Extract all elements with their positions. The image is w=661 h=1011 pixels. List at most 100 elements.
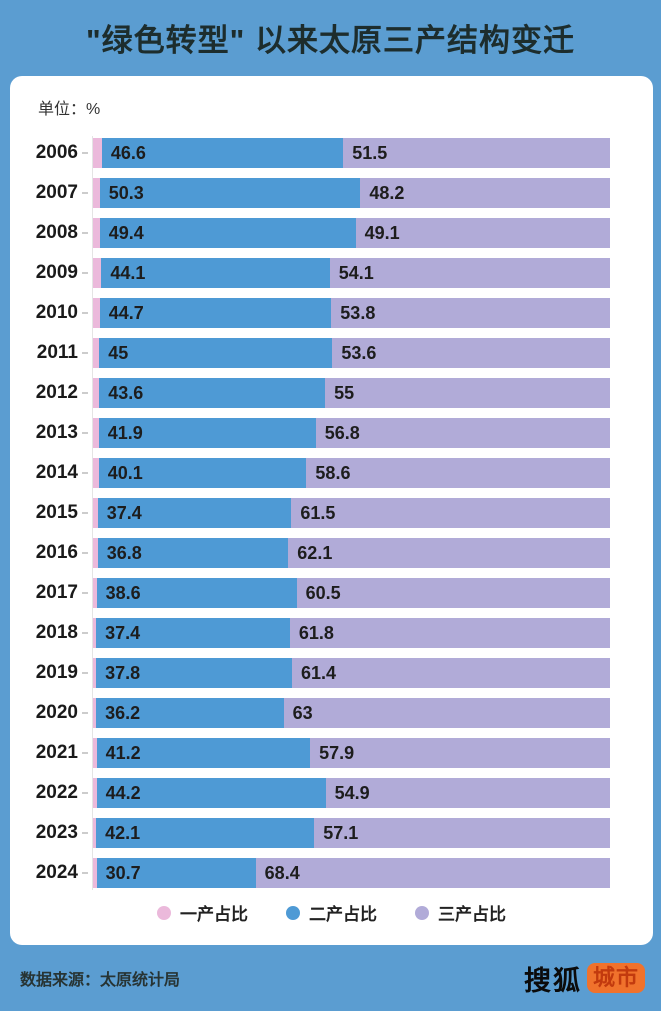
bar-track: 49.4 49.1 <box>92 218 610 248</box>
bar-track: 44.1 54.1 <box>92 258 610 288</box>
bar-value-label: 61.4 <box>300 662 336 683</box>
year-label: 2016 <box>35 542 78 563</box>
y-axis-line <box>92 136 93 890</box>
bar-track: 37.4 61.5 <box>92 498 610 528</box>
bar-value-label: 37.4 <box>105 622 141 643</box>
year-label: 2006 <box>35 142 78 163</box>
axis-tick <box>82 312 88 314</box>
bar-segment-三产占比: 53.6 <box>332 338 610 368</box>
sohu-logo-text: 搜狐 <box>523 965 582 996</box>
legend-item-一产占比: 一产占比 <box>157 900 248 925</box>
bar-segment-三产占比: 57.1 <box>314 818 610 848</box>
year-label: 2014 <box>35 462 78 483</box>
bar-segment-三产占比: 61.4 <box>291 658 610 688</box>
chart-row: 2019 37.8 61.4 <box>10 653 653 693</box>
bar-segment-二产占比: 49.4 <box>99 218 356 248</box>
bar-value-label: 60.5 <box>305 582 341 603</box>
chart-row: 2010 44.7 53.8 <box>10 293 653 333</box>
year-label: 2021 <box>35 742 78 763</box>
bar-track: 37.8 61.4 <box>92 658 610 688</box>
chart-row: 2009 44.1 54.1 <box>10 253 653 293</box>
bar-track: 36.2 63 <box>92 698 610 728</box>
bar-value-label: 50.3 <box>108 182 144 203</box>
chart-row: 2020 36.2 63 <box>10 693 653 733</box>
bar-segment-三产占比: 54.9 <box>325 778 610 808</box>
axis-tick <box>82 392 88 394</box>
bar-track: 30.7 68.4 <box>92 858 610 888</box>
bar-segment-三产占比: 48.2 <box>360 178 610 208</box>
legend-label: 三产占比 <box>438 905 506 924</box>
axis-tick <box>82 872 88 874</box>
legend-item-二产占比: 二产占比 <box>286 900 377 925</box>
bar-segment-三产占比: 55 <box>325 378 610 408</box>
bar-segment-三产占比: 57.9 <box>310 738 610 768</box>
bar-track: 41.9 56.8 <box>92 418 610 448</box>
bar-segment-一产占比 <box>92 418 99 448</box>
axis-tick <box>82 832 88 834</box>
axis-tick <box>82 232 88 234</box>
chart-card: 单位：% 2006 46.6 51.5 2007 50.3 48.2 2008 49… <box>10 76 653 945</box>
bar-segment-二产占比: 44.2 <box>96 778 326 808</box>
bar-value-label: 58.6 <box>315 462 351 483</box>
bar-value-label: 54.1 <box>338 262 374 283</box>
bar-segment-二产占比: 37.4 <box>97 498 292 528</box>
axis-tick <box>82 792 88 794</box>
bar-segment-二产占比: 50.3 <box>99 178 361 208</box>
bar-segment-三产占比: 61.5 <box>291 498 610 528</box>
chart-row: 2021 41.2 57.9 <box>10 733 653 773</box>
bar-track: 46.6 51.5 <box>92 138 610 168</box>
bar-value-label: 41.9 <box>107 422 143 443</box>
bar-segment-三产占比: 62.1 <box>288 538 610 568</box>
bar-segment-一产占比 <box>92 658 97 688</box>
axis-tick <box>82 352 88 354</box>
legend-dot-icon <box>286 905 300 920</box>
city-logo-badge: 城市 <box>586 963 645 993</box>
chart-row: 2014 40.1 58.6 <box>10 453 653 493</box>
chart-row: 2006 46.6 51.5 <box>10 133 653 173</box>
bar-value-label: 37.4 <box>106 502 142 523</box>
bar-segment-二产占比: 43.6 <box>99 378 326 408</box>
year-label: 2010 <box>35 302 78 323</box>
axis-tick <box>82 192 88 194</box>
legend-label: 二产占比 <box>309 905 377 924</box>
year-label: 2012 <box>35 382 78 403</box>
bar-value-label: 40.1 <box>107 462 143 483</box>
year-label: 2007 <box>35 182 78 203</box>
year-label: 2019 <box>35 662 78 683</box>
bar-value-label: 54.9 <box>334 782 370 803</box>
bar-value-label: 61.5 <box>300 502 336 523</box>
bar-value-label: 46.6 <box>110 142 146 163</box>
bar-segment-二产占比: 36.2 <box>96 698 284 728</box>
bar-segment-二产占比: 38.6 <box>96 578 297 608</box>
bar-segment-三产占比: 63 <box>283 698 610 728</box>
bar-value-label: 62.1 <box>297 542 333 563</box>
bar-track: 44.2 54.9 <box>92 778 610 808</box>
axis-tick <box>82 152 88 154</box>
bar-segment-三产占比: 58.6 <box>306 458 610 488</box>
legend-dot-icon <box>157 905 171 920</box>
axis-tick <box>82 592 88 594</box>
bar-track: 42.1 57.1 <box>92 818 610 848</box>
bar-segment-一产占比 <box>92 458 99 488</box>
bar-value-label: 56.8 <box>324 422 360 443</box>
page-title: "绿色转型" 以来太原三产结构变迁 <box>85 23 575 58</box>
bar-value-label: 61.8 <box>298 622 334 643</box>
year-label: 2009 <box>35 262 78 283</box>
bar-track: 37.4 61.8 <box>92 618 610 648</box>
unit-label: 单位：% <box>38 101 101 118</box>
bar-segment-一产占比 <box>92 218 100 248</box>
bar-track: 45 53.6 <box>92 338 610 368</box>
chart-row: 2011 45 53.6 <box>10 333 653 373</box>
bar-segment-一产占比 <box>92 298 100 328</box>
bar-track: 50.3 48.2 <box>92 178 610 208</box>
bar-segment-三产占比: 60.5 <box>296 578 610 608</box>
bar-value-label: 36.8 <box>106 542 142 563</box>
chart-row: 2017 38.6 60.5 <box>10 573 653 613</box>
year-label: 2017 <box>35 582 78 603</box>
chart-row: 2022 44.2 54.9 <box>10 773 653 813</box>
chart-row: 2018 37.4 61.8 <box>10 613 653 653</box>
bar-segment-二产占比: 40.1 <box>98 458 307 488</box>
bar-track: 43.6 55 <box>92 378 610 408</box>
bar-value-label: 37.8 <box>105 662 141 683</box>
axis-tick <box>82 632 88 634</box>
